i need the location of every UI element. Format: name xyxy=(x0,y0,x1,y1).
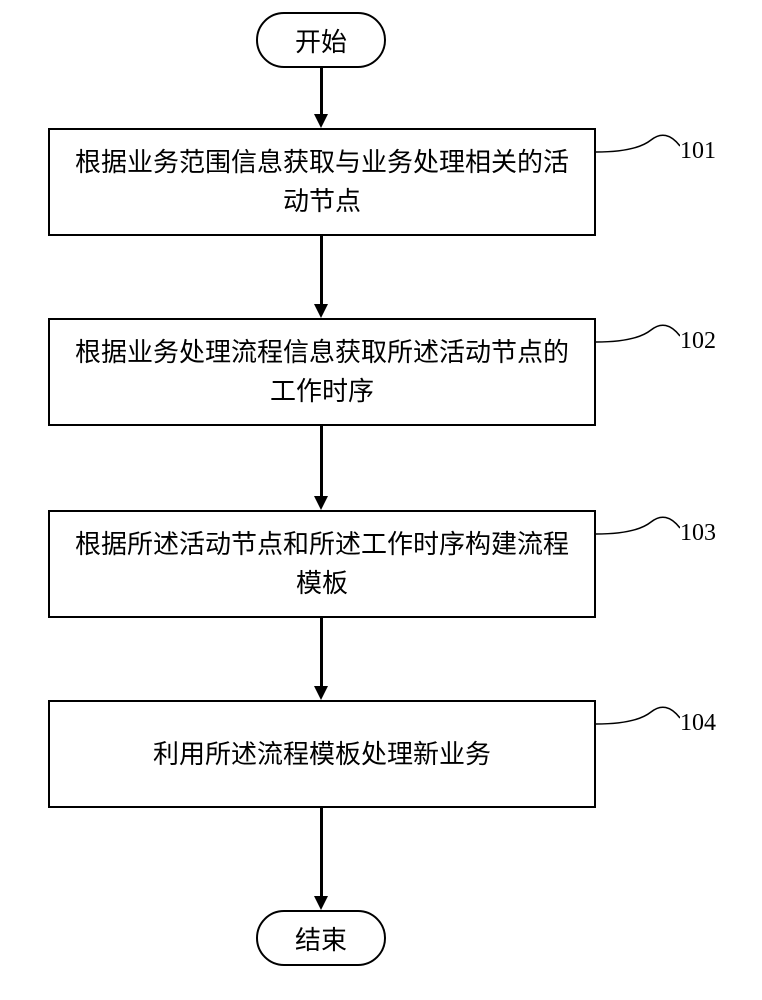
start-node: 开始 xyxy=(256,12,386,68)
arrow-head-icon xyxy=(314,496,328,510)
leader-line xyxy=(596,510,680,540)
label-104: 104 xyxy=(680,710,716,737)
leader-line xyxy=(596,318,680,348)
flowchart-canvas: 开始 根据业务范围信息获取与业务处理相关的活动节点 根据业务处理流程信息获取所述… xyxy=(0,0,762,1000)
arrow-line xyxy=(320,68,323,116)
leader-line xyxy=(596,128,680,158)
step4-text: 利用所述流程模板处理新业务 xyxy=(153,735,491,774)
step1-text: 根据业务范围信息获取与业务处理相关的活动节点 xyxy=(70,143,574,221)
arrow-line xyxy=(320,426,323,498)
arrow-head-icon xyxy=(314,896,328,910)
arrow-head-icon xyxy=(314,114,328,128)
label-102: 102 xyxy=(680,328,716,355)
arrow-head-icon xyxy=(314,686,328,700)
step2-text: 根据业务处理流程信息获取所述活动节点的工作时序 xyxy=(70,333,574,411)
label-103: 103 xyxy=(680,520,716,547)
arrow-head-icon xyxy=(314,304,328,318)
process-step-1: 根据业务范围信息获取与业务处理相关的活动节点 xyxy=(48,128,596,236)
label-101: 101 xyxy=(680,138,716,165)
arrow-line xyxy=(320,808,323,898)
leader-line xyxy=(596,700,680,730)
end-node: 结束 xyxy=(256,910,386,966)
end-text: 结束 xyxy=(295,920,347,957)
process-step-4: 利用所述流程模板处理新业务 xyxy=(48,700,596,808)
arrow-line xyxy=(320,618,323,688)
arrow-line xyxy=(320,236,323,306)
process-step-2: 根据业务处理流程信息获取所述活动节点的工作时序 xyxy=(48,318,596,426)
start-text: 开始 xyxy=(295,22,347,59)
step3-text: 根据所述活动节点和所述工作时序构建流程模板 xyxy=(70,525,574,603)
process-step-3: 根据所述活动节点和所述工作时序构建流程模板 xyxy=(48,510,596,618)
